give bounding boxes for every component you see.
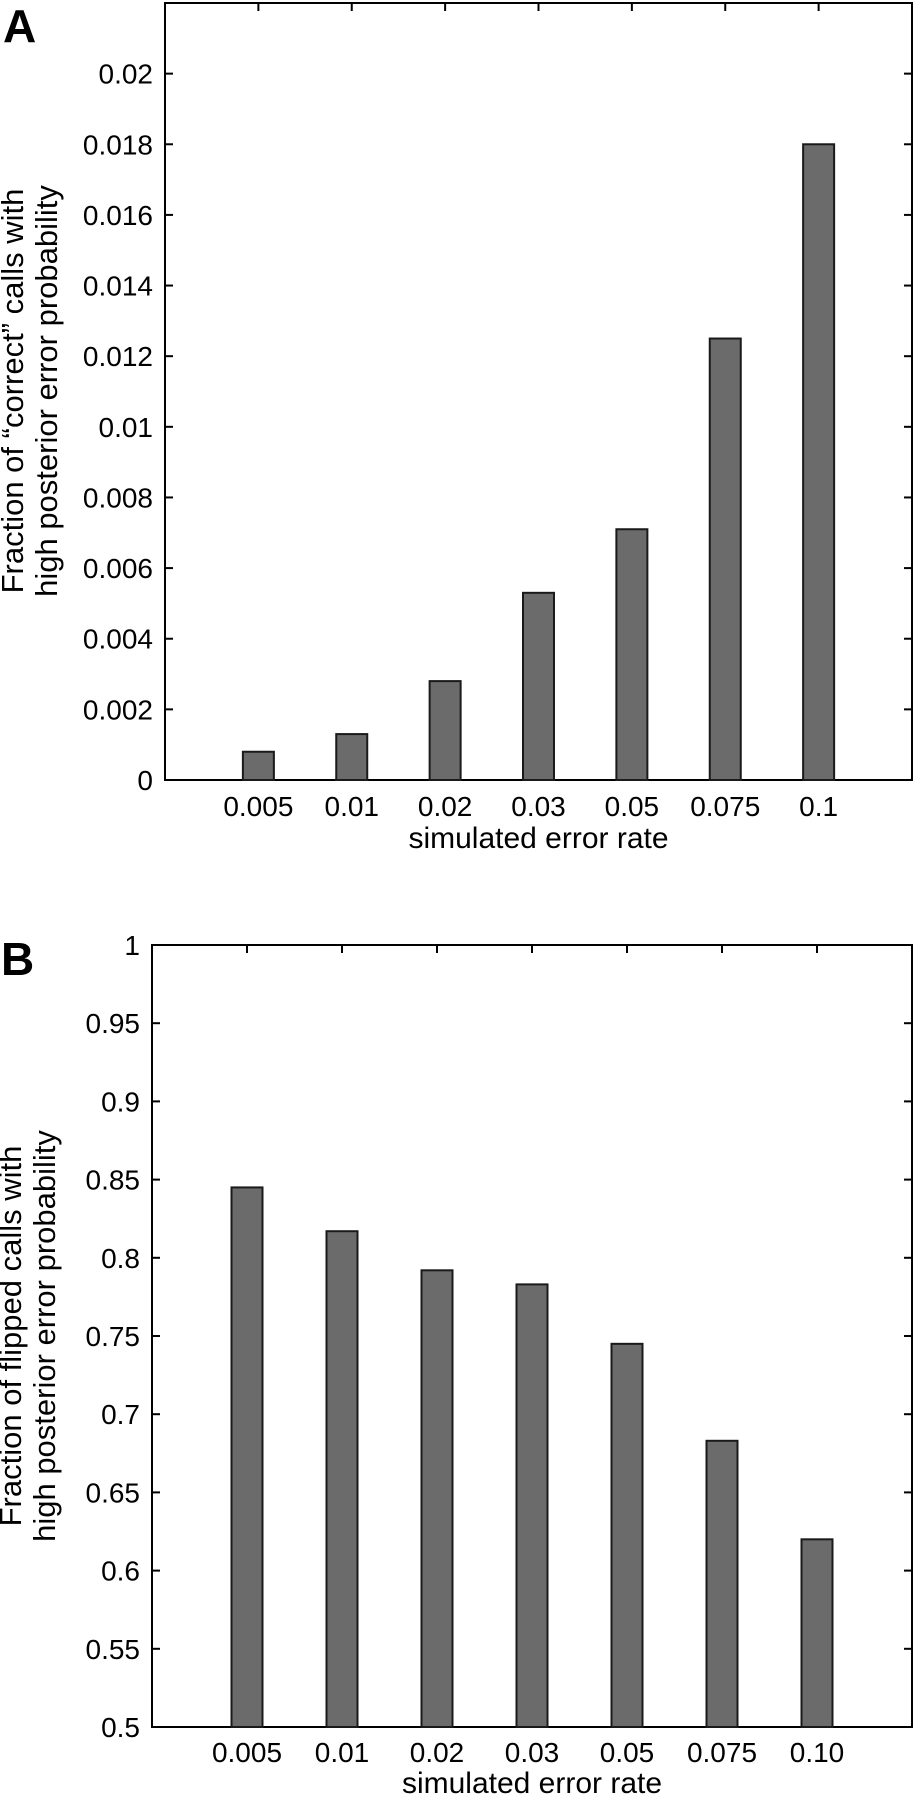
y-tick-label: 0.02 (99, 59, 154, 90)
y-tick-label: 0.9 (101, 1086, 140, 1117)
y-tick-label: 0.5 (101, 1712, 140, 1743)
panel-b-letter: B (1, 933, 35, 985)
bar (610, 1342, 644, 1728)
y-tick-label: 0.002 (83, 694, 153, 725)
x-tick-label: 0.075 (690, 791, 760, 822)
bar (230, 1186, 264, 1729)
y-tick-label: 0 (137, 765, 153, 796)
x-tick-label: 0.03 (511, 791, 566, 822)
bar (241, 750, 275, 782)
y-tick-label: 0.012 (83, 341, 153, 372)
y-tick-label: 0.014 (83, 271, 153, 302)
bar (522, 591, 555, 782)
y-tick-label: 0.006 (83, 553, 153, 584)
y-tick-label: 0.008 (83, 482, 153, 513)
panel-a-y-axis-title: Fraction of “correct” calls with high po… (0, 1, 64, 781)
x-tick-label: 0.05 (600, 1737, 655, 1768)
y-tick-label: 0.75 (86, 1321, 141, 1352)
panel-b-y-axis-title-line1: Fraction of flipped calls with (0, 1145, 28, 1527)
bar (420, 1269, 454, 1728)
y-tick-label: 0.004 (83, 624, 153, 655)
panel-a-y-axis-title-line2: high posterior error probability (29, 185, 64, 597)
panel-b-y-axis-title-line2: high posterior error probability (27, 1130, 62, 1542)
y-tick-label: 0.85 (86, 1165, 141, 1196)
bar (705, 1439, 739, 1728)
x-tick-label: 0.1 (799, 791, 838, 822)
y-tick-label: 0.65 (86, 1477, 141, 1508)
bar (335, 733, 369, 781)
x-tick-label: 0.01 (325, 791, 380, 822)
y-tick-label: 0.6 (101, 1556, 140, 1587)
bar (325, 1230, 359, 1729)
y-tick-label: 0.01 (99, 412, 154, 443)
x-tick-label: 0.03 (505, 1737, 560, 1768)
panel-b-x-axis-title: simulated error rate (401, 1767, 663, 1800)
panel-b-chart: 0.5 0.55 0.6 0.65 0.7 0.75 0.8 0.85 0.9 0.95 1 0.00… (86, 930, 913, 1768)
x-tick-label: 0.005 (212, 1737, 282, 1768)
x-tick-label: 0.01 (315, 1737, 370, 1768)
y-tick-label: 0.018 (83, 129, 153, 160)
x-tick-label: 0.005 (223, 791, 293, 822)
x-tick-label: 0.05 (605, 791, 660, 822)
y-tick-label: 0.55 (86, 1634, 141, 1665)
y-tick-label: 1 (124, 930, 140, 961)
bar (800, 1538, 834, 1728)
x-tick-label: 0.075 (687, 1737, 757, 1768)
y-tick-label: 0.95 (86, 1008, 141, 1039)
bar (615, 528, 649, 781)
bar (802, 143, 836, 782)
y-tick-label: 0.8 (101, 1243, 140, 1274)
panel-a-chart: 0 0.002 0.004 0.006 0.008 0.01 0.012 0.014 0.016… (83, 2, 913, 822)
bar (708, 337, 742, 781)
panel-a-letter: A (3, 0, 37, 52)
panel-a-x-axis-title: simulated error rate (408, 822, 669, 855)
bar (428, 680, 462, 781)
bar (515, 1283, 549, 1728)
x-tick-label: 0.02 (410, 1737, 465, 1768)
x-tick-label: 0.02 (418, 791, 473, 822)
panel-a-y-axis-title-line1: Fraction of “correct” calls with (0, 188, 30, 594)
x-tick-label: 0.10 (790, 1737, 845, 1768)
panel-b-y-axis-title: Fraction of flipped calls with high post… (0, 946, 62, 1726)
y-tick-label: 0.7 (101, 1399, 140, 1430)
y-tick-label: 0.016 (83, 200, 153, 231)
